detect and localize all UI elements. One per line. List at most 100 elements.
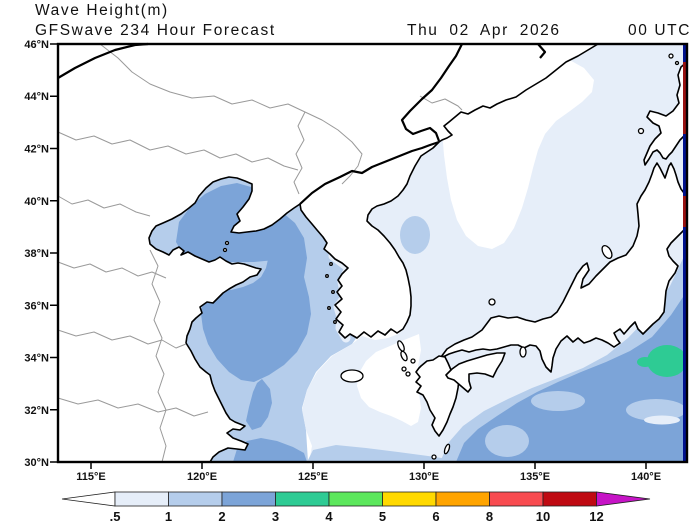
island-korea-west-d [327,306,331,310]
lat-label-44n: 44°N [24,91,49,103]
colorbar-seg-8-10 [489,491,544,507]
coastline-shikoku [445,352,506,393]
island-sado [601,244,613,260]
island-korea-west-a [329,262,333,266]
province-line-7 [57,397,209,417]
sea-2-3m-pacific-band [456,291,687,462]
lat-label-46n: 46°N [24,39,49,51]
lat-label-38n: 38°N [24,248,49,260]
latitude-axis: 46°N 44°N 42°N 40°N 38°N 36°N 34°N 32°N … [24,39,58,469]
province-line-1 [99,43,363,185]
island-tsushima-south [400,350,408,362]
island-north-b [674,60,680,66]
coastline-hokkaido [643,61,688,166]
island-bohai-b [222,247,228,253]
land-layer [57,43,688,463]
colorbar-seg-10-12 [542,491,597,507]
longitude-axis: 115°E 120°E 125°E 130°E 135°E 140°E [76,462,661,483]
colorbar-tick-4: 4 [325,509,333,524]
sea-1-2m-patch-pacific-b [531,391,585,411]
colorbar-tick-1: 1 [165,509,172,524]
island-okushiri [637,127,645,135]
sea-1-2m-east-korea-bay [400,216,430,254]
island-oki [488,298,496,306]
island-goto-b [405,371,411,377]
colorbar-right-arrow [596,491,651,507]
map-edge-stripes [683,44,687,462]
colorbar-tick-2: 2 [218,509,225,524]
province-line-9 [419,95,463,111]
island-iki [410,358,416,364]
colorbar-seg-4-5 [328,491,383,507]
island-awaji [519,346,527,358]
colorbar-tick-6: 6 [432,509,439,524]
province-line-5 [57,261,167,279]
lon-label-130e: 130°E [409,471,439,483]
sea-2-3m-yellow-sea-tail [246,379,272,430]
province-line-8 [149,249,167,463]
province-line-4 [57,195,151,217]
edge-stripe-navy [683,44,687,462]
lon-label-140e: 140°E [631,471,661,483]
province-line-6 [57,329,187,349]
lon-label-125e: 125°E [298,471,328,483]
sea-3-4m-patch-pacific [647,345,687,377]
product-title: Wave Height(m) [35,2,169,19]
sea-1-2m-patch-pacific-a [485,425,529,457]
colorbar-left-arrow [61,491,116,507]
island-jeju [340,369,364,383]
sea-1-2m-bottom-strip [307,445,452,462]
lon-label-135e: 135°E [520,471,550,483]
province-line-2 [293,111,306,195]
island-korea-west-b [325,274,329,278]
sea-05-1m-wisp-pacific [644,415,680,425]
colorbar: .5 1 2 3 4 5 6 8 10 12 [61,491,651,524]
border-korea-china [299,140,440,205]
island-tanegashima [443,443,451,455]
edge-stripe-red-hokkaido [683,62,687,134]
coastline-honshu [440,162,688,373]
colorbar-tick-05: .5 [110,509,121,524]
sea-shading-layer [138,44,687,462]
sea-2-3m-east-china-sea [233,438,307,462]
colorbar-tick-5: 5 [379,509,386,524]
colorbar-tick-10: 10 [536,509,550,524]
lat-label-34n: 34°N [24,353,49,365]
island-korea-west-e [333,320,337,324]
colorbar-seg-6-8 [435,491,490,507]
sea-2-3m-central-yellow-sea [201,212,311,382]
island-korea-west-c [331,290,335,294]
colorbar-tick-8: 8 [486,509,493,524]
lat-label-30n: 30°N [24,457,49,469]
colorbar-tick-12: 12 [589,509,603,524]
province-line-3 [57,131,299,171]
lat-label-36n: 36°N [24,300,49,312]
lat-label-32n: 32°N [24,405,49,417]
colorbar-seg-5-6 [382,491,437,507]
border-top-middle [537,43,547,59]
island-bohai-a [224,240,230,246]
lon-label-120e: 120°E [187,471,217,483]
island-goto-a [401,366,407,372]
valid-time: 00 UTC [628,22,692,39]
colorbar-tick-3: 3 [272,509,279,524]
lat-label-40n: 40°N [24,196,49,208]
colorbar-seg-2-3 [221,491,276,507]
lat-label-42n: 42°N [24,144,49,156]
colorbar-seg-1-2 [168,491,223,507]
coastline-mainland-asia [57,43,599,463]
lon-label-115e: 115°E [76,471,105,483]
boundary-layer [57,42,547,463]
island-north-a [668,53,674,59]
island-south-kyushu [431,454,437,460]
edge-stripe-red-honshu [683,196,687,227]
sea-3-4m-patch-tail [637,357,653,367]
valid-date: Thu 02 Apr 2026 [407,22,561,39]
border-russia-china [400,43,463,142]
sea-1-2m-patch-pacific-c [626,399,686,421]
colorbar-seg-05-1 [114,491,169,507]
model-forecast-line: GFSwave 234 Hour Forecast [35,22,276,39]
colorbar-seg-3-4 [275,491,330,507]
